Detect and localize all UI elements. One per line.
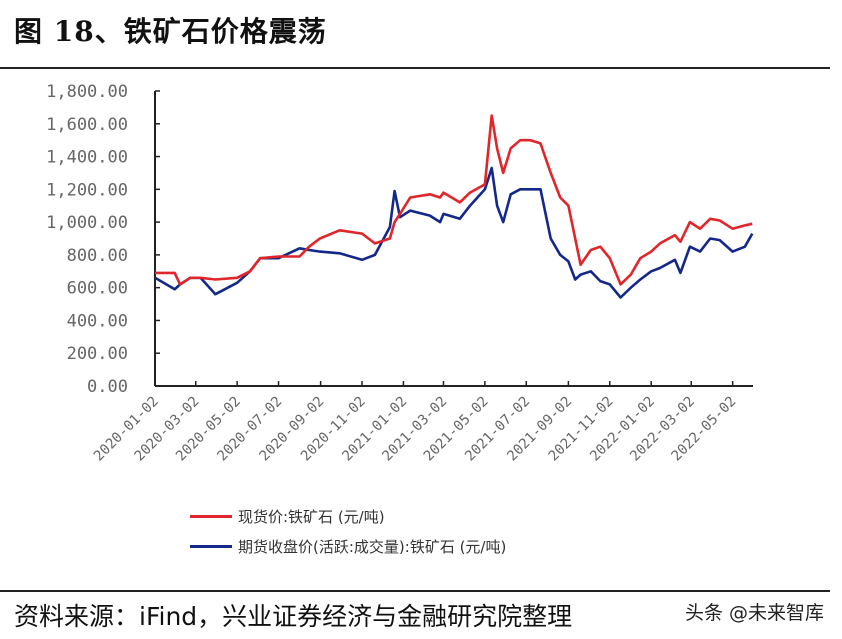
y-tick-label: 1,600.00: [46, 115, 128, 135]
bottom-rule: [0, 590, 830, 592]
legend-swatch-blue: [190, 545, 232, 548]
figure-title: 图 18、铁矿石价格震荡: [14, 15, 327, 48]
y-tick-label: 600.00: [67, 279, 128, 299]
series-line-futures: [154, 166, 754, 299]
legend-item-futures: 期货收盘价(活跃:成交量):铁矿石 (元/吨): [190, 536, 506, 557]
chart: 0.00 200.00 400.00 600.00 800.00 1,000.00 1,20…: [46, 82, 754, 464]
legend-label: 现货价:铁矿石 (元/吨): [238, 508, 385, 526]
y-tick-label: 1,000.00: [46, 213, 128, 233]
top-rule: [0, 67, 830, 69]
y-tick-label: 200.00: [67, 344, 128, 364]
watermark: 头条 @未来智库: [684, 602, 824, 624]
legend-item-spot: 现货价:铁矿石 (元/吨): [190, 506, 385, 527]
series-line-spot: [155, 114, 753, 286]
source-note: 资料来源：iFind，兴业证券经济与金融研究院整理: [14, 602, 573, 631]
legend-label: 期货收盘价(活跃:成交量):铁矿石 (元/吨): [238, 538, 507, 556]
y-tick-label: 800.00: [67, 246, 128, 266]
y-tick-label: 1,400.00: [46, 148, 128, 168]
y-tick-label: 0.00: [87, 377, 128, 397]
y-tick-label: 1,800.00: [46, 82, 128, 102]
legend-swatch-red: [190, 515, 232, 518]
y-tick-label: 1,200.00: [46, 180, 128, 200]
y-tick-label: 400.00: [67, 311, 128, 331]
